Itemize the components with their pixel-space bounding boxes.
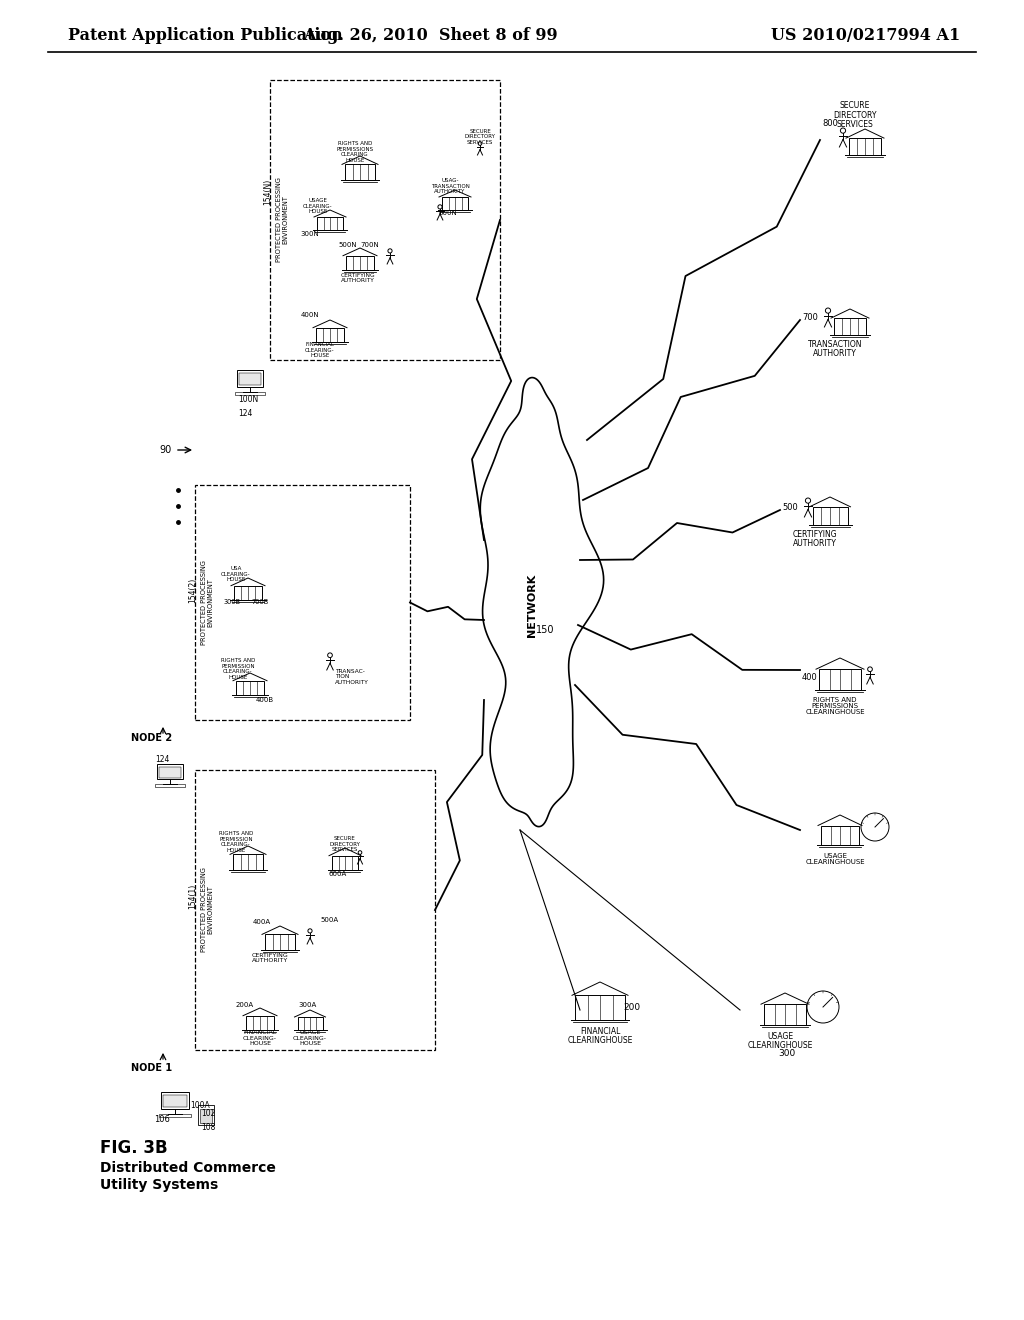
Bar [195, 770, 435, 1049]
Text: 400A: 400A [253, 919, 271, 925]
Bar [163, 1094, 187, 1107]
Bar [316, 327, 344, 342]
Bar [157, 764, 183, 779]
Bar [345, 165, 375, 180]
Text: 154(1): 154(1) [188, 883, 198, 908]
Text: PROTECTED PROCESSING
ENVIRONMENT: PROTECTED PROCESSING ENVIRONMENT [201, 867, 213, 953]
Text: FINANCIAL
CLEARING-
HOUSE: FINANCIAL CLEARING- HOUSE [305, 342, 335, 358]
Text: 800: 800 [822, 119, 838, 128]
Text: SECURE
DIRECTORY
SERVICES: SECURE DIRECTORY SERVICES [330, 836, 360, 851]
Text: USA
CLEARING-
HOUSE: USA CLEARING- HOUSE [221, 566, 251, 582]
Text: 500: 500 [782, 503, 798, 511]
Bar [239, 372, 261, 385]
Bar [155, 784, 185, 787]
Text: RIGHTS AND
PERMISSIONS
CLEARINGHOUSE: RIGHTS AND PERMISSIONS CLEARINGHOUSE [805, 697, 865, 715]
Text: 400: 400 [802, 673, 818, 682]
Bar [346, 256, 374, 271]
Text: SECURE
DIRECTORY
SERVICES: SECURE DIRECTORY SERVICES [465, 129, 496, 145]
Text: 90: 90 [159, 445, 171, 455]
Text: CERTIFYING
AUTHORITY: CERTIFYING AUTHORITY [793, 529, 838, 548]
Bar [234, 586, 262, 601]
Text: 700: 700 [802, 313, 818, 322]
Text: Distributed Commerce: Distributed Commerce [100, 1162, 275, 1175]
Bar [198, 1105, 214, 1125]
Text: RIGHTS AND
PERMISSIONS
CLEARING
HOUSE: RIGHTS AND PERMISSIONS CLEARING HOUSE [337, 141, 374, 162]
Text: 108: 108 [201, 1122, 215, 1131]
Bar [246, 1015, 274, 1030]
Bar [195, 484, 410, 719]
Bar [849, 139, 881, 154]
Text: SECURE
DIRECTORY
SERVICES: SECURE DIRECTORY SERVICES [834, 100, 877, 129]
Text: FINANCIAL
CLEARING-
HOUSE: FINANCIAL CLEARING- HOUSE [243, 1030, 278, 1045]
Text: NETWORK: NETWORK [527, 573, 537, 636]
Text: 106: 106 [154, 1115, 170, 1125]
Text: 500N: 500N [339, 242, 357, 248]
Text: 300N: 300N [301, 231, 319, 238]
Bar [233, 854, 263, 870]
Text: PROTECTED PROCESSING
ENVIRONMENT: PROTECTED PROCESSING ENVIRONMENT [275, 178, 289, 263]
Text: 154(2): 154(2) [188, 578, 198, 603]
Bar [237, 370, 263, 387]
Text: 600A: 600A [329, 871, 347, 876]
Text: CERTIFYING
AUTHORITY: CERTIFYING AUTHORITY [252, 953, 289, 964]
Bar [234, 392, 265, 395]
Text: USAGE
CLEARING-
HOUSE: USAGE CLEARING- HOUSE [303, 198, 333, 214]
Text: 124: 124 [238, 409, 252, 418]
Text: 500A: 500A [321, 917, 339, 923]
Text: USAGE
CLEARINGHOUSE: USAGE CLEARINGHOUSE [805, 853, 865, 865]
Bar [442, 197, 468, 210]
Text: TRANSACTION
AUTHORITY: TRANSACTION AUTHORITY [808, 339, 862, 358]
Bar [834, 318, 866, 335]
Text: RIGHTS AND
PERMISSION
CLEARING-
HOUSE: RIGHTS AND PERMISSION CLEARING- HOUSE [219, 832, 253, 853]
Text: 100N: 100N [238, 396, 258, 404]
Text: USAGE
CLEARING-
HOUSE: USAGE CLEARING- HOUSE [293, 1030, 327, 1045]
Text: Aug. 26, 2010  Sheet 8 of 99: Aug. 26, 2010 Sheet 8 of 99 [303, 26, 557, 44]
Text: 102: 102 [201, 1109, 215, 1118]
Text: 300B: 300B [223, 599, 241, 605]
Bar [764, 1005, 806, 1026]
Text: PROTECTED PROCESSING
ENVIRONMENT: PROTECTED PROCESSING ENVIRONMENT [201, 560, 213, 645]
Text: 154(N): 154(N) [263, 180, 272, 205]
Text: US 2010/0217994 A1: US 2010/0217994 A1 [771, 26, 961, 44]
Bar [821, 825, 859, 845]
Text: 300: 300 [778, 1048, 796, 1057]
Text: NODE 1: NODE 1 [131, 1063, 173, 1073]
Text: 700N: 700N [360, 242, 379, 248]
Bar [270, 81, 500, 360]
Bar [575, 995, 625, 1020]
Text: 150: 150 [536, 624, 554, 635]
Text: NODE 2: NODE 2 [131, 733, 173, 743]
Text: 200A: 200A [236, 1002, 254, 1008]
Text: 100A: 100A [190, 1101, 210, 1110]
Text: 400N: 400N [301, 312, 319, 318]
Bar [265, 935, 295, 950]
Text: RIGHTS AND
PERMISSION
CLEARING-
HOUSE: RIGHTS AND PERMISSION CLEARING- HOUSE [221, 659, 255, 680]
Polygon shape [480, 378, 604, 826]
Bar [317, 216, 343, 230]
Text: 124: 124 [155, 755, 169, 764]
Bar [161, 1092, 189, 1109]
Text: USAG-
TRANSACTION
AUTHORITY: USAG- TRANSACTION AUTHORITY [430, 178, 469, 194]
Bar [332, 855, 358, 870]
Text: USAGE
CLEARINGHOUSE: USAGE CLEARINGHOUSE [748, 1032, 813, 1051]
Text: TRANSAC-
TION
AUTHORITY: TRANSAC- TION AUTHORITY [335, 669, 369, 685]
Bar [819, 669, 861, 690]
Bar [812, 507, 848, 525]
Bar [159, 767, 181, 777]
Text: 400B: 400B [256, 697, 274, 704]
Text: FINANCIAL
CLEARINGHOUSE: FINANCIAL CLEARINGHOUSE [567, 1027, 633, 1045]
Bar [298, 1016, 323, 1030]
Text: 300A: 300A [299, 1002, 317, 1008]
Text: 600N: 600N [438, 210, 458, 216]
Text: CERTIFYING
AUTHORITY: CERTIFYING AUTHORITY [341, 273, 376, 284]
Bar [159, 1114, 191, 1117]
Bar [200, 1109, 212, 1123]
Text: Utility Systems: Utility Systems [100, 1177, 218, 1192]
Text: Patent Application Publication: Patent Application Publication [68, 26, 343, 44]
Bar [236, 681, 264, 696]
Text: 700B: 700B [251, 599, 268, 605]
Text: FIG. 3B: FIG. 3B [100, 1139, 168, 1158]
Text: 200: 200 [624, 1003, 641, 1012]
